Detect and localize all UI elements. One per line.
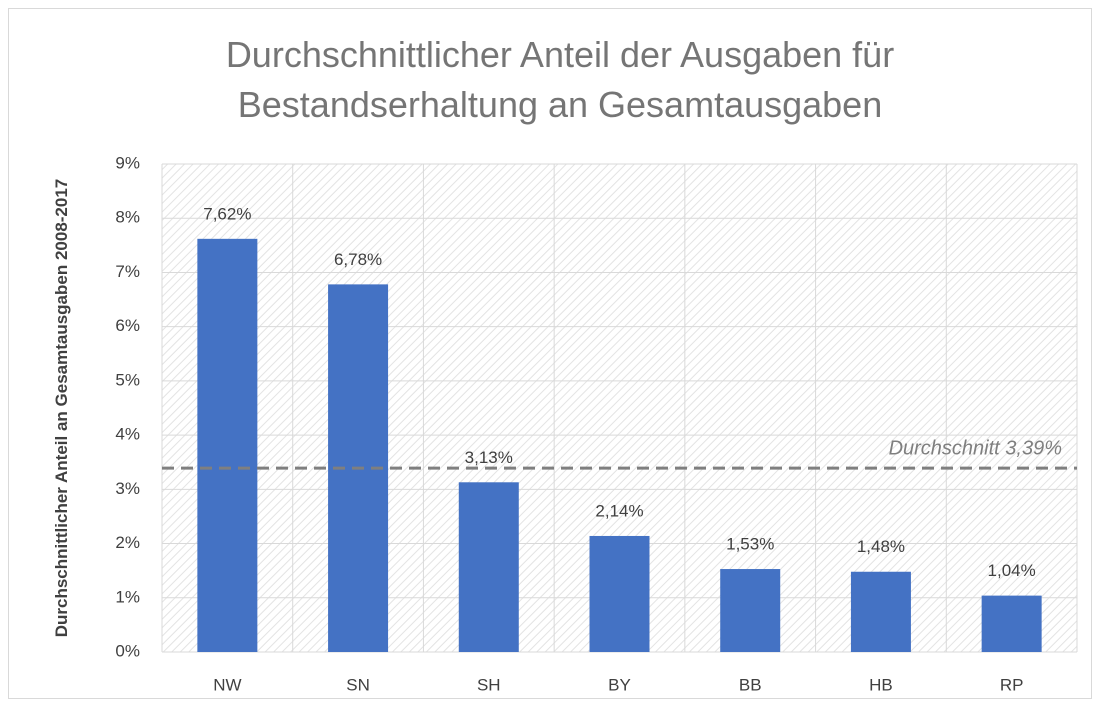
y-tick-label: 5% xyxy=(115,370,140,389)
data-label: 2,14% xyxy=(595,501,643,520)
y-tick-label: 7% xyxy=(115,262,140,281)
y-tick-label: 1% xyxy=(115,587,140,606)
bar xyxy=(458,482,519,652)
y-tick-label: 0% xyxy=(115,641,140,660)
y-tick-label: 9% xyxy=(115,153,140,172)
bar xyxy=(720,569,781,652)
y-tick-label: 6% xyxy=(115,316,140,335)
x-tick-label: SH xyxy=(477,675,501,694)
y-tick-label: 8% xyxy=(115,208,140,227)
y-tick-label: 4% xyxy=(115,425,140,444)
bar xyxy=(197,238,258,652)
x-tick-label: BB xyxy=(739,675,762,694)
data-label: 1,53% xyxy=(726,535,774,554)
bar xyxy=(981,595,1042,652)
bar xyxy=(850,571,911,652)
data-label: 7,62% xyxy=(203,204,251,223)
data-label: 3,13% xyxy=(465,448,513,467)
x-tick-label: SN xyxy=(346,675,370,694)
y-tick-label: 3% xyxy=(115,479,140,498)
x-tick-label: BY xyxy=(608,675,631,694)
chart-frame xyxy=(8,8,1092,699)
chart-title: Durchschnittlicher Anteil der Ausgaben f… xyxy=(225,34,895,125)
x-tick-label: RP xyxy=(1000,675,1024,694)
x-tick-label: NW xyxy=(213,675,241,694)
y-tick-label: 2% xyxy=(115,533,140,552)
x-tick-label: HB xyxy=(869,675,893,694)
bar xyxy=(589,535,650,652)
data-label: 6,78% xyxy=(334,250,382,269)
average-label: Durchschnitt 3,39% xyxy=(889,437,1062,459)
data-label: 1,04% xyxy=(988,561,1036,580)
y-axis-title: Durchschnittlicher Anteil an Gesamtausga… xyxy=(52,178,71,638)
data-label: 1,48% xyxy=(857,537,905,556)
